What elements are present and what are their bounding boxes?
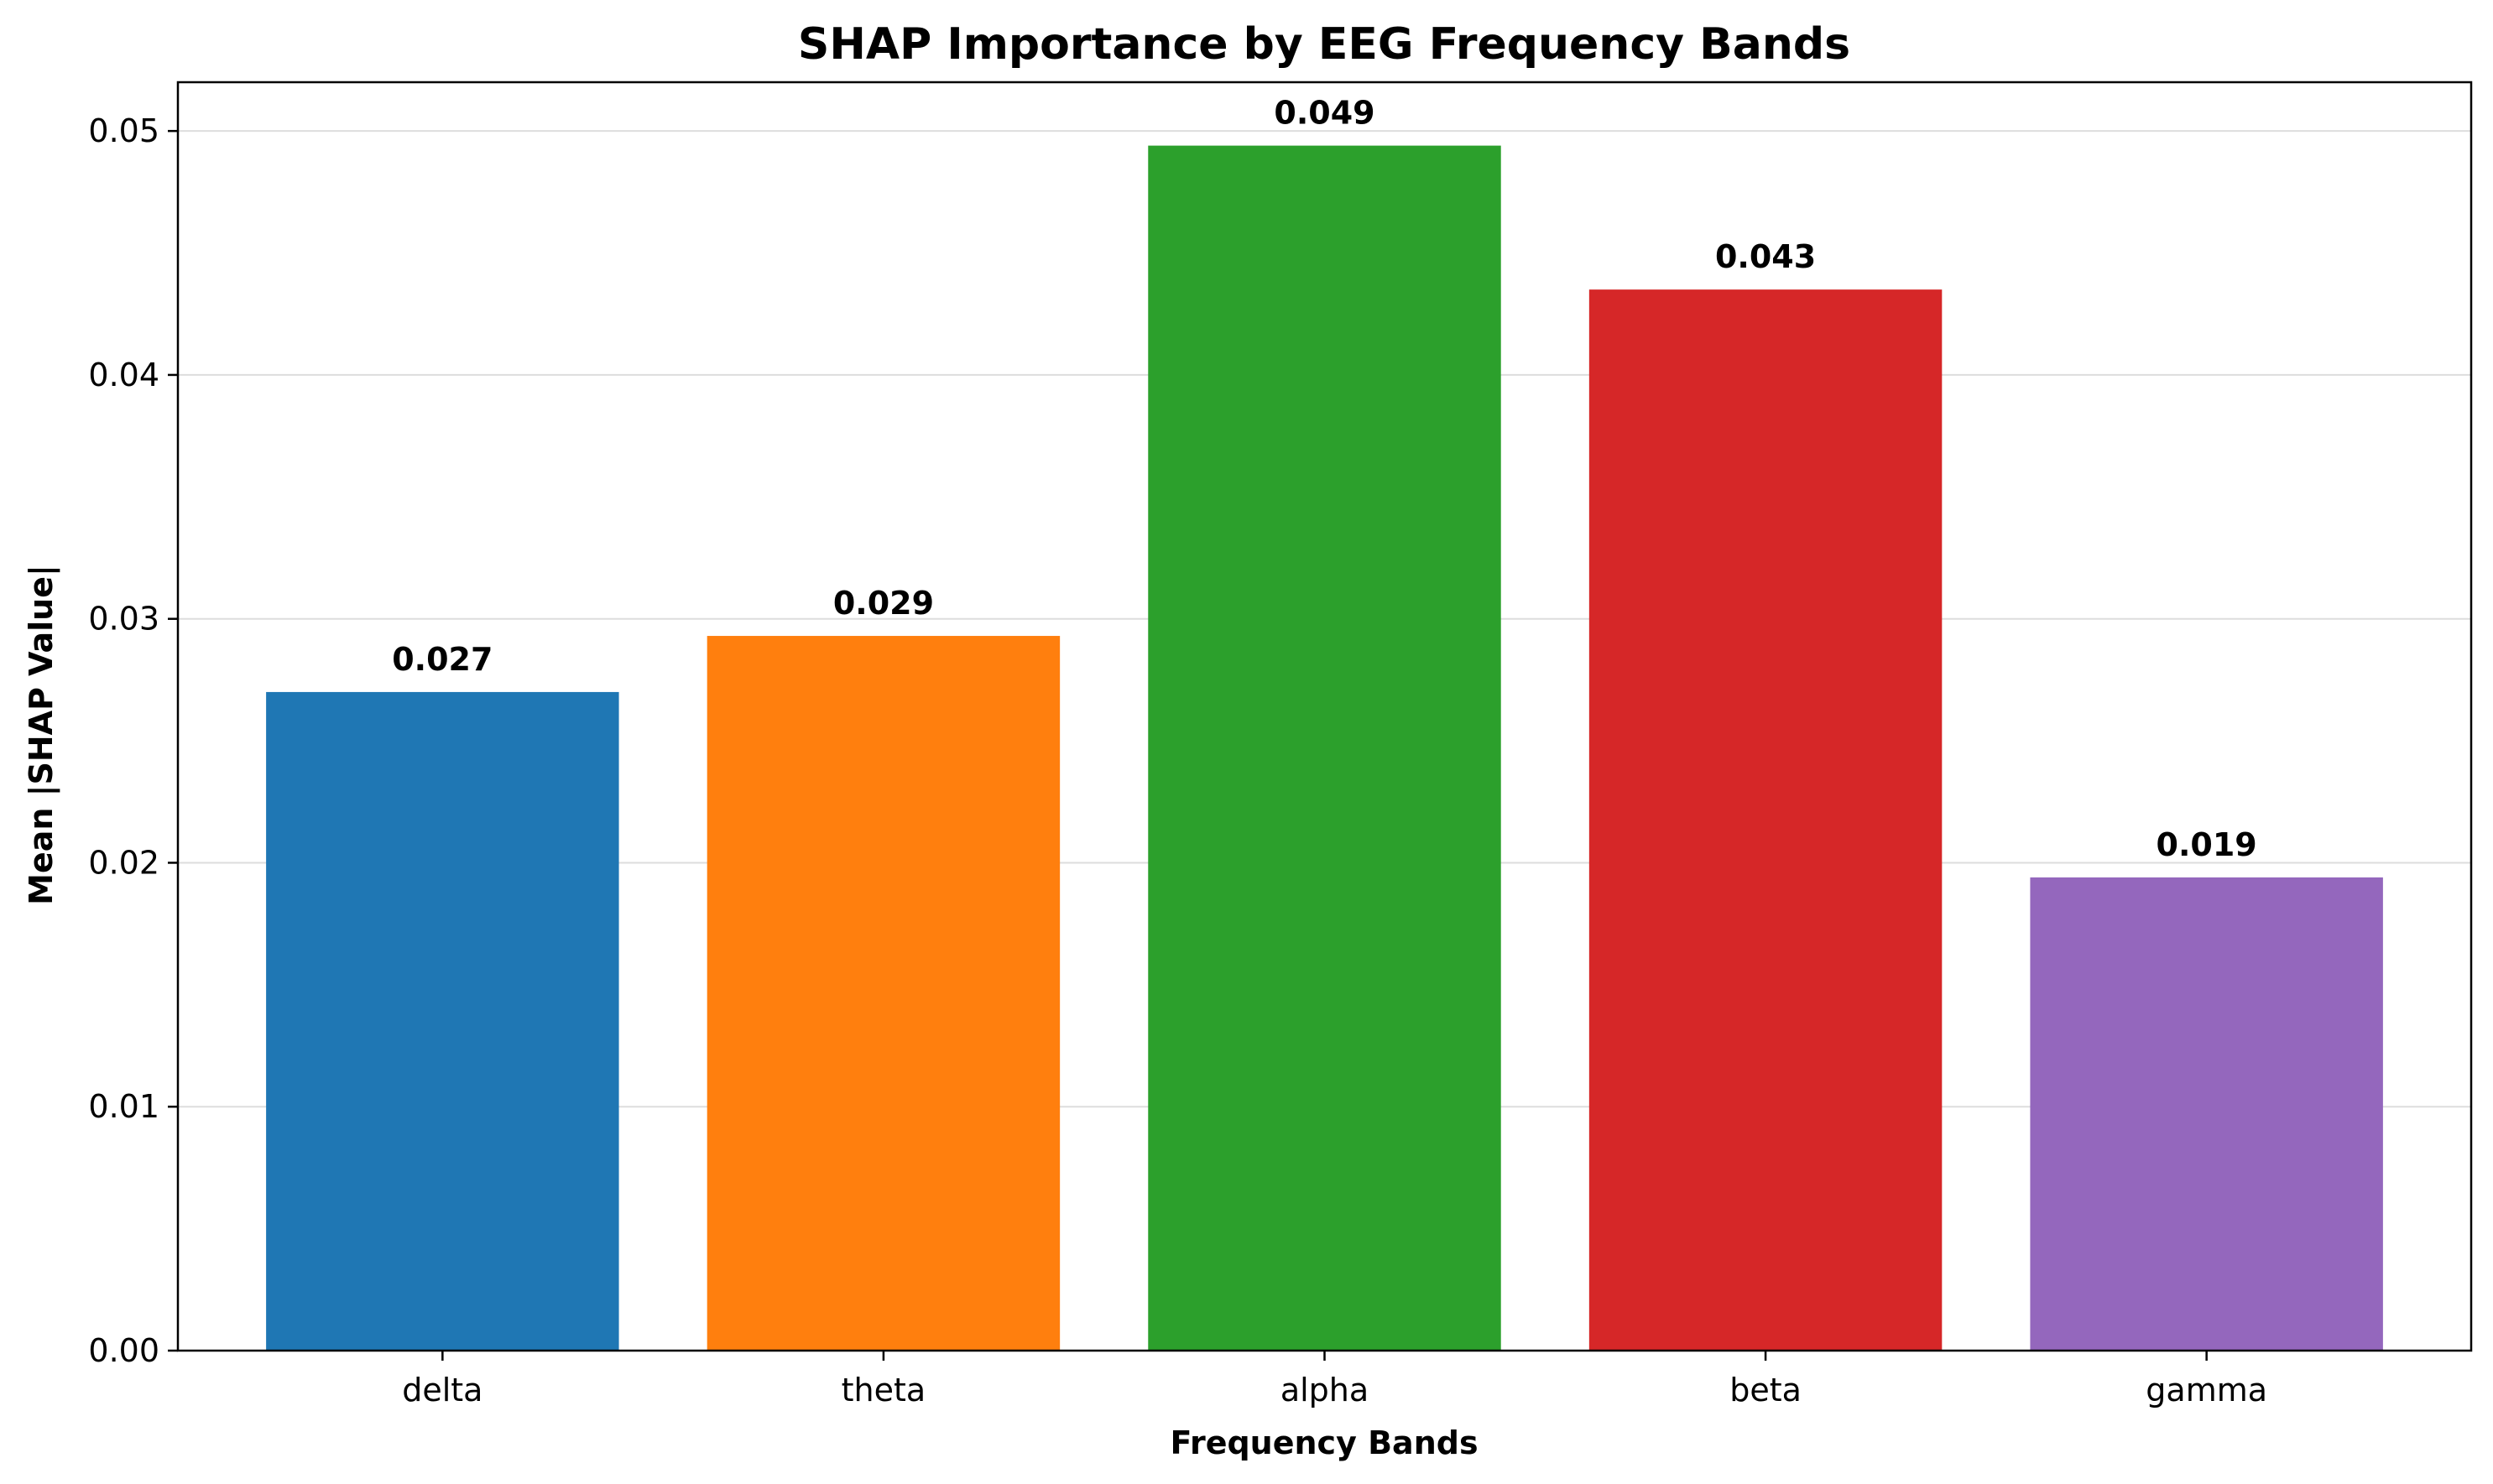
chart-title: SHAP Importance by EEG Frequency Bands: [798, 19, 1850, 70]
axes: 0.00 0.01 0.02 0.03 0.04 0.05 delta theta alpha b…: [88, 81, 2473, 1408]
x-tick-label-theta: theta: [842, 1372, 926, 1408]
data-label-delta: 0.027: [392, 641, 493, 678]
data-label-beta: 0.043: [1715, 238, 1816, 275]
data-labels: 0.027 0.029 0.049 0.043 0.019: [392, 95, 2257, 863]
x-tick-label-delta: delta: [402, 1372, 482, 1408]
bar-theta: [707, 636, 1061, 1351]
data-label-gamma: 0.019: [2157, 826, 2257, 863]
y-tick-label-1: 0.01: [88, 1088, 159, 1125]
y-axis-label: Mean |SHAP Value|: [23, 565, 60, 905]
x-axis-label: Frequency Bands: [1170, 1424, 1478, 1461]
bars: [266, 145, 2383, 1351]
bar-beta: [1588, 289, 1943, 1351]
y-tick-label-3: 0.03: [88, 601, 159, 638]
y-tick-label-0: 0.00: [88, 1332, 159, 1369]
x-tick-label-beta: beta: [1729, 1372, 1802, 1408]
bar-alpha: [1148, 145, 1501, 1351]
bar-gamma: [2030, 877, 2383, 1351]
bar-delta: [266, 691, 619, 1351]
y-tick-label-5: 0.05: [88, 112, 159, 149]
y-tick-label-4: 0.04: [88, 357, 159, 393]
data-label-theta: 0.029: [833, 585, 934, 622]
y-tick-label-2: 0.02: [88, 844, 159, 881]
x-tick-label-gamma: gamma: [2146, 1372, 2267, 1408]
x-tick-label-alpha: alpha: [1280, 1372, 1369, 1408]
data-label-alpha: 0.049: [1274, 95, 1374, 132]
